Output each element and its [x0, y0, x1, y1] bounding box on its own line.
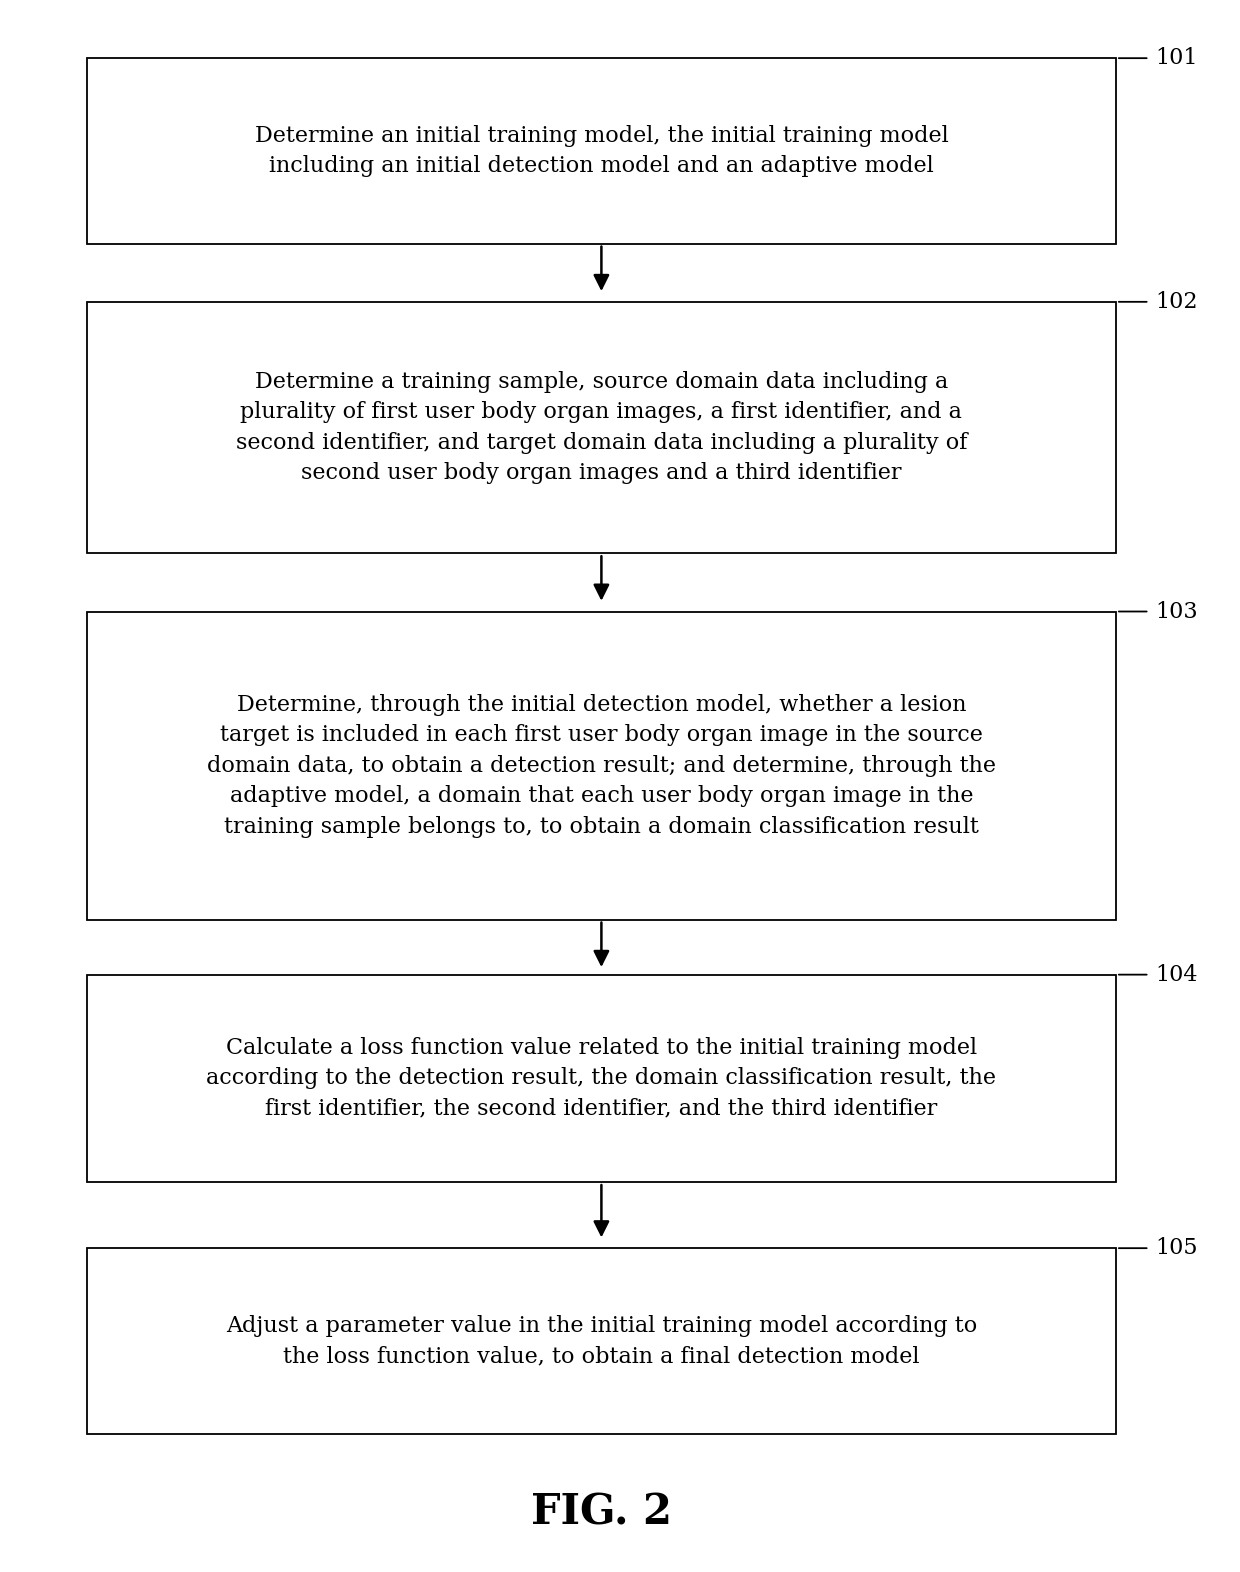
Text: 104: 104 — [1156, 964, 1198, 986]
Text: 105: 105 — [1156, 1237, 1198, 1259]
Text: FIG. 2: FIG. 2 — [531, 1492, 672, 1533]
Text: 102: 102 — [1156, 291, 1198, 313]
Text: 101: 101 — [1156, 47, 1198, 69]
FancyBboxPatch shape — [87, 58, 1116, 244]
FancyBboxPatch shape — [87, 975, 1116, 1182]
FancyBboxPatch shape — [87, 1248, 1116, 1434]
Text: Determine a training sample, source domain data including a
plurality of first u: Determine a training sample, source doma… — [236, 371, 967, 484]
Text: 103: 103 — [1156, 601, 1198, 623]
Text: Adjust a parameter value in the initial training model according to
the loss fun: Adjust a parameter value in the initial … — [226, 1314, 977, 1368]
Text: Determine an initial training model, the initial training model
including an ini: Determine an initial training model, the… — [254, 124, 949, 178]
Text: Determine, through the initial detection model, whether a lesion
target is inclu: Determine, through the initial detection… — [207, 693, 996, 838]
FancyBboxPatch shape — [87, 612, 1116, 920]
Text: Calculate a loss function value related to the initial training model
according : Calculate a loss function value related … — [206, 1038, 997, 1119]
FancyBboxPatch shape — [87, 302, 1116, 553]
